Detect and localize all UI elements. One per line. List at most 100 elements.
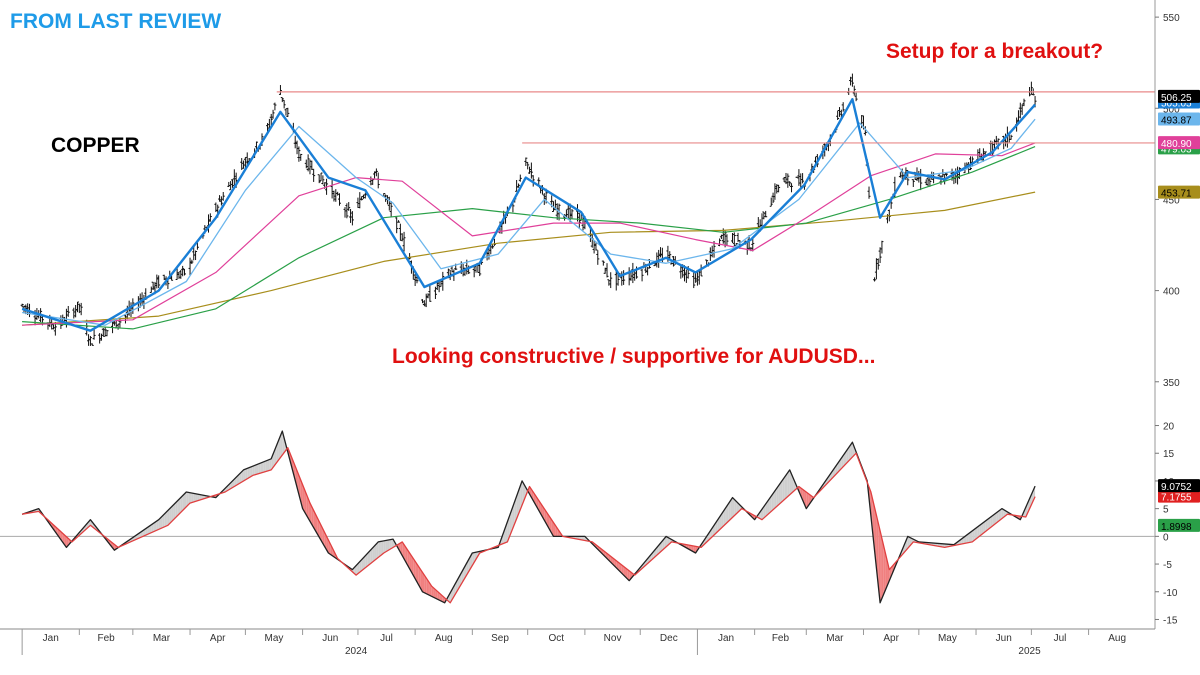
oscillator-fill <box>762 506 764 520</box>
value-tag-box <box>1158 89 1200 103</box>
oscillator-fill <box>972 529 975 542</box>
oscillator-fill <box>201 494 203 500</box>
oscillator-line <box>21 430 1036 604</box>
oscillator-fill <box>239 471 242 484</box>
oscillator-fill <box>723 508 726 527</box>
oscillator-fill <box>276 440 279 463</box>
oscillator-fill <box>769 496 772 514</box>
oscillator-fill <box>158 517 161 530</box>
oscillator-fill <box>976 526 978 539</box>
oscillator-fill <box>662 538 665 551</box>
oscillator-fill <box>389 539 392 550</box>
month-label: Jan <box>43 633 59 644</box>
oscillator-fill <box>162 514 165 528</box>
oscillator-fill <box>164 512 167 527</box>
osc-tick-label: 15 <box>1163 449 1175 460</box>
price-tick-label: 550 <box>1163 13 1180 24</box>
oscillator-fill <box>666 536 668 547</box>
oscillator-fill <box>1001 508 1004 519</box>
year-label: 2024 <box>345 646 368 657</box>
oscillator-fill <box>693 546 696 553</box>
oscillator-fill <box>385 540 388 552</box>
value-tag-box <box>1158 112 1200 126</box>
oscillator-fill <box>250 466 253 477</box>
oscillator-fill <box>994 512 997 525</box>
month-label: Apr <box>210 633 226 644</box>
price-tick-label: 350 <box>1163 378 1180 389</box>
oscillator-fill <box>985 519 988 532</box>
oscillator-fill <box>509 511 512 538</box>
oscillator-fill <box>627 569 630 581</box>
oscillator-fill <box>549 516 552 534</box>
oscillator-fill <box>848 444 851 461</box>
oscillator-fill <box>261 461 264 473</box>
oscillator-fill <box>378 541 381 558</box>
oscillator-fill <box>313 510 316 531</box>
oscillator-fill <box>145 527 148 536</box>
oscillator-fill <box>166 510 168 527</box>
oscillator-fill <box>267 459 270 471</box>
oscillator-fill <box>381 540 384 555</box>
moving-average-line <box>22 142 1036 326</box>
oscillator-fill <box>245 468 248 480</box>
oscillator-fill <box>260 462 262 474</box>
value-tag-box <box>1158 479 1200 493</box>
oscillator-fill <box>356 563 358 576</box>
value-tag-label: 9.0752 <box>1161 482 1192 493</box>
oscillator-fill <box>402 541 405 559</box>
oscillator-fill <box>551 519 554 537</box>
oscillator-fill <box>885 554 888 590</box>
oscillator-fill <box>149 524 152 534</box>
osc-tick-label: -10 <box>1163 588 1178 599</box>
oscillator-fill <box>968 532 971 543</box>
oscillator-fill <box>800 487 803 501</box>
oscillator-fill <box>522 480 524 505</box>
oscillator-fill <box>778 482 781 505</box>
month-label: Mar <box>826 633 844 644</box>
oscillator-fill <box>789 469 792 495</box>
oscillator-fill <box>413 558 416 579</box>
oscillator-fill <box>974 528 977 541</box>
oscillator-fill <box>437 591 440 601</box>
oscillator-fill <box>357 561 360 574</box>
oscillator-fill <box>321 525 323 544</box>
oscillator-line <box>21 447 1036 604</box>
oscillator-fill <box>448 592 451 603</box>
oscillator-fill <box>806 492 809 509</box>
oscillator-fill <box>411 555 414 576</box>
oscillator-fill <box>422 572 425 593</box>
oscillator-fill <box>725 505 727 525</box>
oscillator-fill <box>904 540 906 553</box>
oscillator-fill <box>426 577 429 595</box>
oscillator-fill <box>767 498 770 515</box>
oscillator-fill <box>881 538 884 599</box>
oscillator-fill <box>143 528 146 536</box>
oscillator-fill <box>787 469 790 497</box>
moving-average-line <box>21 98 1036 332</box>
oscillator-panel <box>0 430 1155 604</box>
oscillator-fill <box>889 567 892 581</box>
oscillator-fill <box>981 522 984 535</box>
osc-tick-label: -15 <box>1163 615 1178 626</box>
oscillator-fill <box>618 562 620 572</box>
oscillator-fill <box>715 519 718 534</box>
oscillator-fill <box>147 526 150 535</box>
oscillator-fill <box>278 435 281 461</box>
oscillator-fill <box>319 521 322 541</box>
oscillator-fill <box>516 491 519 519</box>
oscillator-fill <box>367 551 370 567</box>
oscillator-fill <box>581 536 584 541</box>
oscillator-fill <box>420 569 423 592</box>
oscillator-fill <box>363 555 366 570</box>
oscillator-fill <box>721 511 724 529</box>
month-label: Jul <box>1054 633 1067 644</box>
month-label: Feb <box>772 633 790 644</box>
value-tag-label: 1.8998 <box>1161 522 1192 533</box>
oscillator-fill <box>979 523 982 537</box>
osc-tick-label: 5 <box>1163 505 1169 516</box>
oscillator-fill <box>308 498 310 522</box>
oscillator-fill <box>998 510 1001 522</box>
oscillator-fill <box>376 541 379 559</box>
oscillator-fill <box>361 557 364 571</box>
